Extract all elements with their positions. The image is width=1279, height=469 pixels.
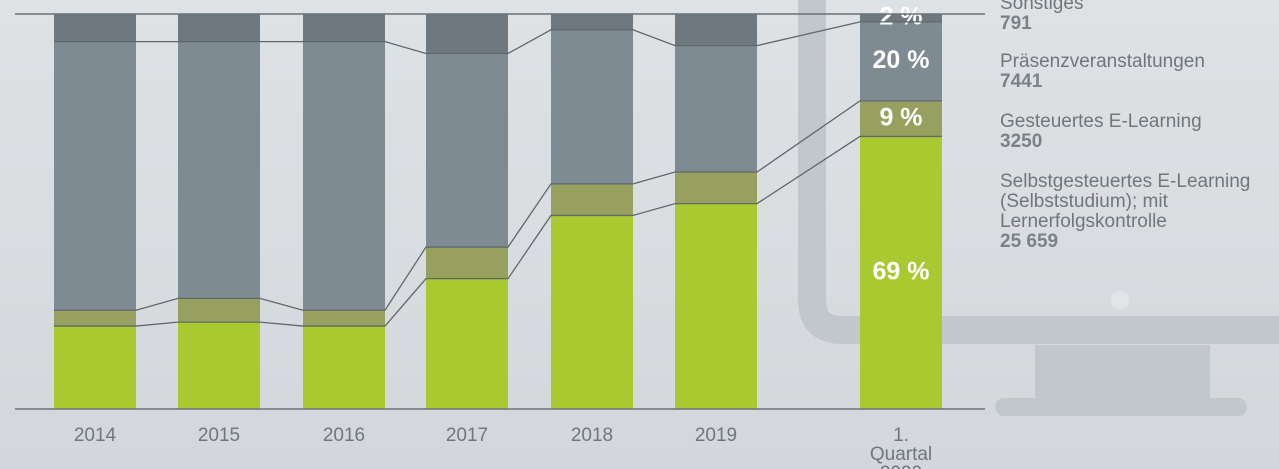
bar-segment: [426, 278, 508, 409]
bar-segment: [551, 14, 633, 30]
monitor-frame: [798, 0, 1279, 344]
monitor-bezel: [1010, 318, 1279, 338]
legend-name: Präsenzveranstaltungen: [1000, 51, 1205, 72]
legend-total: 25 659: [1000, 231, 1059, 252]
bar-segment: [551, 215, 633, 409]
x-tick-label: 1. Quartal 2020: [869, 425, 933, 469]
legend-entry: Selbstgesteuertes E-Learning (Selbststud…: [1000, 172, 1260, 252]
legend-total: 3250: [1000, 131, 1043, 152]
bar-segment: [675, 203, 757, 409]
bar-segment: [675, 45, 757, 172]
legend-entry: Sonstiges 791: [1000, 0, 1260, 34]
bar-segment: [178, 298, 260, 323]
x-tick-label: 2018: [570, 425, 614, 446]
bar-segment: [178, 14, 260, 42]
x-tick-label: 2016: [322, 425, 366, 446]
x-tick-label: 2014: [73, 425, 117, 446]
bar-segment: [675, 14, 757, 46]
monitor-button: [1111, 291, 1129, 309]
bar-segment: [426, 53, 508, 248]
value-label: 2 %: [879, 3, 922, 31]
legend-name: Gesteuertes E-Learning: [1000, 111, 1202, 132]
bar-segment: [178, 322, 260, 409]
x-tick-label: 2017: [445, 425, 489, 446]
bar-segment: [860, 14, 942, 22]
legend-total: 7441: [1000, 71, 1043, 92]
legend-total: 791: [1000, 13, 1032, 34]
connector-line: [54, 100, 942, 311]
legend-entry: Gesteuertes E-Learning 3250: [1000, 112, 1260, 152]
connector-line: [54, 135, 942, 327]
bar-segment: [675, 172, 757, 204]
x-tick-label: 2019: [694, 425, 738, 446]
legend-name: Selbstgesteuertes E-Learning (Selbststud…: [1000, 171, 1251, 232]
x-tick-label: 2015: [197, 425, 241, 446]
bar-segment: [426, 14, 508, 54]
bar-segment: [860, 136, 942, 409]
monitor-icon: [798, 0, 1279, 416]
bar-segment: [303, 41, 385, 311]
legend-entry: Präsenzveranstaltungen 7441: [1000, 52, 1260, 92]
plot: 69 % 9 % 20 % 2 %: [15, 3, 985, 410]
value-label: 9 %: [879, 103, 922, 131]
bar-segment: [54, 310, 136, 327]
monitor-stand: [1035, 345, 1210, 400]
bar-segment: [426, 247, 508, 279]
value-label: 20 %: [873, 46, 930, 74]
monitor-foot: [995, 398, 1247, 416]
bar-segment: [54, 326, 136, 409]
bar-segment: [54, 41, 136, 311]
bar-segment: [303, 326, 385, 409]
legend-name: Sonstiges: [1000, 0, 1084, 14]
bar-segment: [303, 310, 385, 327]
bar-segment: [860, 100, 942, 137]
bar-segment: [551, 183, 633, 216]
bar-segment: [178, 41, 260, 299]
bar-segment: [860, 21, 942, 101]
bar-segment: [54, 14, 136, 42]
bar-segment: [551, 29, 633, 184]
bar-segment: [303, 14, 385, 42]
value-label: 69 %: [873, 257, 930, 285]
connector-line: [54, 21, 942, 55]
